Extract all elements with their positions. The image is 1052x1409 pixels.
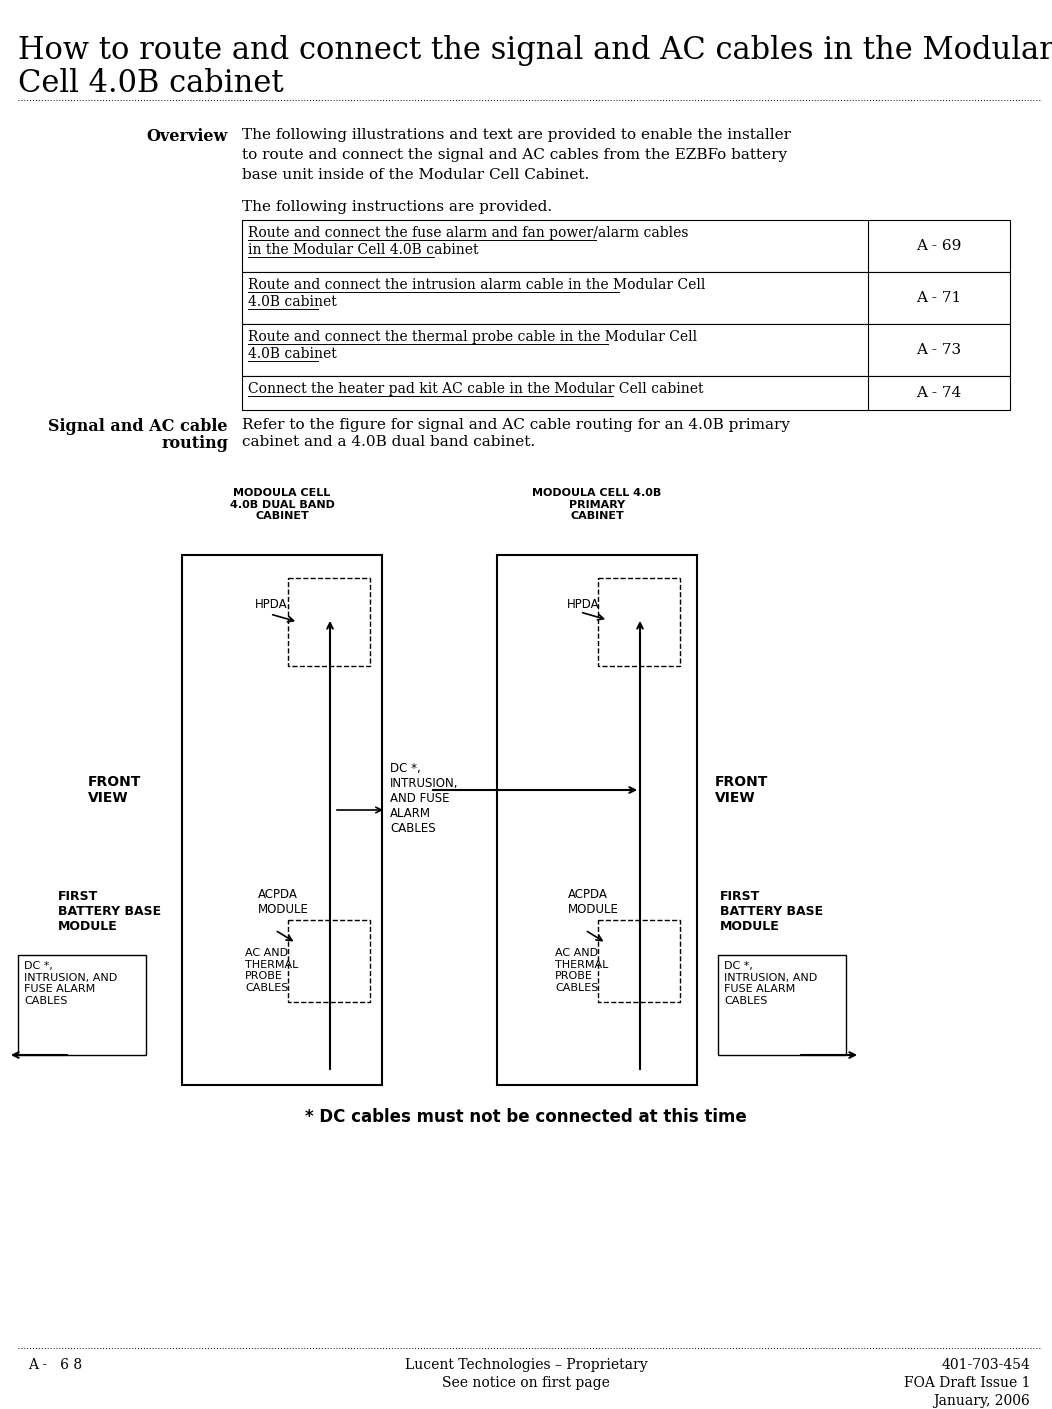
Text: AC AND
THERMAL
PROBE
CABLES: AC AND THERMAL PROBE CABLES [555, 948, 608, 993]
Bar [182, 555, 382, 1085]
Bar [242, 272, 1010, 324]
Text: FIRST
BATTERY BASE
MODULE: FIRST BATTERY BASE MODULE [58, 890, 161, 933]
Text: The following instructions are provided.: The following instructions are provided. [242, 200, 552, 214]
Text: January, 2006: January, 2006 [933, 1394, 1030, 1408]
Text: AC AND
THERMAL
PROBE
CABLES: AC AND THERMAL PROBE CABLES [245, 948, 299, 993]
Text: in the Modular Cell 4.0B cabinet: in the Modular Cell 4.0B cabinet [248, 242, 479, 256]
Text: A -   6 8: A - 6 8 [28, 1358, 82, 1372]
Text: HPDA: HPDA [567, 597, 600, 612]
Text: FRONT
VIEW: FRONT VIEW [88, 775, 141, 805]
Text: MODOULA CELL 4.0B
PRIMARY
CABINET: MODOULA CELL 4.0B PRIMARY CABINET [532, 488, 662, 521]
Text: base unit inside of the Modular Cell Cabinet.: base unit inside of the Modular Cell Cab… [242, 168, 589, 182]
Bar [242, 376, 1010, 410]
Text: How to route and connect the signal and AC cables in the Modular: How to route and connect the signal and … [18, 35, 1052, 66]
Bar [497, 555, 697, 1085]
Bar [242, 220, 1010, 272]
Text: A - 73: A - 73 [916, 342, 962, 356]
Text: Cell 4.0B cabinet: Cell 4.0B cabinet [18, 68, 284, 99]
Text: A - 74: A - 74 [916, 386, 962, 400]
Text: A - 71: A - 71 [916, 292, 962, 304]
Text: ACPDA
MODULE: ACPDA MODULE [568, 888, 619, 916]
Text: HPDA: HPDA [255, 597, 287, 612]
Text: routing: routing [161, 435, 228, 452]
Text: DC *,
INTRUSION, AND
FUSE ALARM
CABLES: DC *, INTRUSION, AND FUSE ALARM CABLES [24, 961, 117, 1006]
Text: to route and connect the signal and AC cables from the EZBFo battery: to route and connect the signal and AC c… [242, 148, 787, 162]
Text: 401-703-454: 401-703-454 [942, 1358, 1030, 1372]
Text: Route and connect the thermal probe cable in the Modular Cell: Route and connect the thermal probe cabl… [248, 330, 702, 344]
Text: Refer to the figure for signal and AC cable routing for an 4.0B primary: Refer to the figure for signal and AC ca… [242, 418, 790, 433]
Bar [18, 955, 146, 1055]
Bar [598, 920, 680, 1002]
Text: 4.0B cabinet: 4.0B cabinet [248, 347, 337, 361]
Text: See notice on first page: See notice on first page [442, 1377, 610, 1391]
Text: Lucent Technologies – Proprietary: Lucent Technologies – Proprietary [405, 1358, 647, 1372]
Bar [288, 578, 370, 666]
Text: MODOULA CELL
4.0B DUAL BAND
CABINET: MODOULA CELL 4.0B DUAL BAND CABINET [229, 488, 335, 521]
Text: 4.0B cabinet: 4.0B cabinet [248, 294, 337, 309]
Bar [288, 920, 370, 1002]
Text: FRONT
VIEW: FRONT VIEW [715, 775, 768, 805]
Text: DC *,
INTRUSION,
AND FUSE
ALARM
CABLES: DC *, INTRUSION, AND FUSE ALARM CABLES [390, 762, 459, 836]
Bar [719, 955, 846, 1055]
Text: A - 69: A - 69 [916, 240, 962, 254]
Text: FIRST
BATTERY BASE
MODULE: FIRST BATTERY BASE MODULE [720, 890, 823, 933]
Text: Signal and AC cable: Signal and AC cable [48, 418, 228, 435]
Text: FOA Draft Issue 1: FOA Draft Issue 1 [904, 1377, 1030, 1391]
Text: Connect the heater pad kit AC cable in the Modular Cell cabinet: Connect the heater pad kit AC cable in t… [248, 382, 704, 396]
Bar [598, 578, 680, 666]
Text: The following illustrations and text are provided to enable the installer: The following illustrations and text are… [242, 128, 791, 142]
Bar [242, 324, 1010, 376]
Text: Overview: Overview [146, 128, 228, 145]
Text: * DC cables must not be connected at this time: * DC cables must not be connected at thi… [305, 1107, 747, 1126]
Text: cabinet and a 4.0B dual band cabinet.: cabinet and a 4.0B dual band cabinet. [242, 435, 535, 449]
Text: DC *,
INTRUSION, AND
FUSE ALARM
CABLES: DC *, INTRUSION, AND FUSE ALARM CABLES [724, 961, 817, 1006]
Text: ACPDA
MODULE: ACPDA MODULE [258, 888, 309, 916]
Text: Route and connect the fuse alarm and fan power/alarm cables: Route and connect the fuse alarm and fan… [248, 225, 693, 240]
Text: Route and connect the intrusion alarm cable in the Modular Cell: Route and connect the intrusion alarm ca… [248, 278, 710, 292]
